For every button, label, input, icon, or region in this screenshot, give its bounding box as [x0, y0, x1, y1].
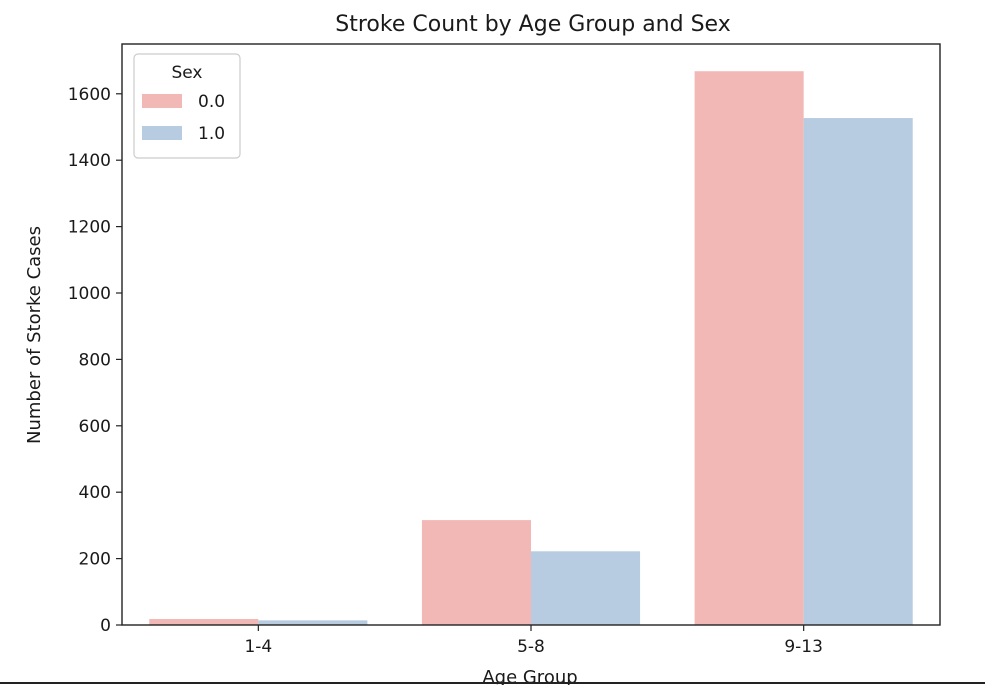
bottom-divider [0, 682, 985, 684]
chart-title: Stroke Count by Age Group and Sex [335, 12, 730, 37]
legend-title: Sex [171, 63, 202, 83]
y-tick-label: 600 [79, 417, 111, 437]
y-tick-label: 1000 [68, 284, 111, 304]
bar-9-13-series-1.0 [803, 118, 913, 625]
y-tick-label: 200 [79, 550, 111, 570]
bar-5-8-series-0.0 [421, 520, 531, 625]
legend-label-0.0: 0.0 [198, 92, 225, 112]
plot-area: 1-4 5-8 9-13 0 200 400 600 800 1000 1200 1400 1600 [68, 43, 941, 657]
y-tick-label: 1400 [68, 151, 111, 171]
x-tick-label: 9-13 [784, 637, 823, 657]
legend-label-1.0: 1.0 [198, 124, 225, 144]
legend: Sex 0.0 1.0 [133, 53, 241, 159]
y-tick-label: 800 [79, 350, 111, 370]
bar-1-4-series-1.0 [258, 620, 368, 625]
legend-swatch-1.0 [142, 126, 182, 140]
x-tick-label: 5-8 [517, 637, 545, 657]
bar-9-13-series-0.0 [694, 71, 804, 625]
y-tick-label: 400 [79, 483, 111, 503]
bar-5-8-series-1.0 [531, 551, 641, 625]
y-tick-label: 0 [100, 616, 111, 636]
axes-frame [121, 43, 941, 626]
bar-1-4-series-0.0 [149, 619, 259, 625]
y-tick-label: 1600 [68, 85, 111, 105]
legend-swatch-0.0 [142, 94, 182, 108]
x-tick-label: 1-4 [244, 637, 272, 657]
y-tick-label: 1200 [68, 218, 111, 238]
y-axis-label: Number of Storke Cases [24, 226, 45, 444]
